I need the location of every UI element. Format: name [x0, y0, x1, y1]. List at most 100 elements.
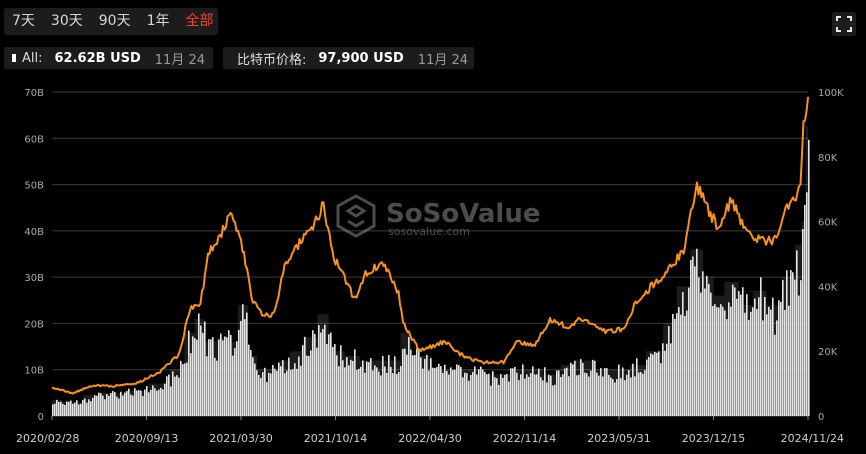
volume-bar	[394, 356, 396, 416]
volume-price-chart: SoSoValue sosovalue.com 0 10B 20B 30B 40B 50B…	[16, 88, 844, 445]
volume-bar	[378, 371, 380, 416]
volume-bar	[250, 349, 252, 416]
volume-bar	[102, 395, 104, 416]
volume-bar	[588, 376, 590, 416]
volume-bar	[68, 401, 70, 416]
volume-bar	[136, 390, 138, 416]
volume-bar	[60, 401, 62, 416]
volume-bar	[300, 365, 302, 416]
volume-bar	[396, 373, 398, 416]
volume-bar	[770, 309, 772, 416]
y-left-tick: 60B	[24, 134, 44, 145]
volume-bar	[522, 364, 524, 416]
tab-7d[interactable]: 7天	[12, 13, 35, 29]
volume-bar	[194, 338, 196, 416]
volume-bar	[490, 385, 492, 416]
volume-bar	[252, 357, 254, 416]
volume-bar	[484, 371, 486, 416]
volume-bar	[602, 376, 604, 416]
volume-bar	[314, 333, 316, 416]
volume-bar	[408, 337, 410, 416]
volume-bar	[414, 354, 416, 416]
volume-bar	[524, 378, 526, 416]
volume-bar	[62, 403, 64, 416]
volume-bar	[362, 360, 364, 416]
volume-bar	[306, 355, 308, 416]
volume-bar	[264, 367, 266, 416]
volume-bar	[100, 393, 102, 416]
tab-90d[interactable]: 90天	[98, 13, 131, 29]
volume-bar	[204, 321, 206, 416]
volume-value: 62.62B USD	[54, 50, 141, 66]
volume-bar	[134, 388, 136, 416]
volume-bar	[64, 405, 66, 416]
volume-bar	[786, 270, 788, 416]
volume-bar	[744, 312, 746, 416]
volume-bar	[188, 330, 190, 416]
volume-bar	[518, 380, 520, 416]
volume-bar	[346, 357, 348, 416]
volume-bar	[200, 325, 202, 416]
volume-bar	[614, 382, 616, 416]
sosovalue-logo-icon	[336, 194, 376, 238]
volume-bar	[274, 368, 276, 416]
volume-bar	[730, 306, 732, 416]
volume-bar	[176, 375, 178, 416]
tab-all[interactable]: 全部	[185, 13, 214, 29]
fullscreen-button[interactable]	[832, 12, 856, 36]
volume-bar	[174, 376, 176, 416]
volume-bar	[54, 403, 56, 416]
volume-bar	[598, 375, 600, 416]
tab-1y[interactable]: 1年	[146, 13, 170, 29]
volume-bar	[142, 396, 144, 416]
volume-bar	[254, 363, 256, 416]
volume-bar	[432, 367, 434, 416]
volume-bar	[722, 306, 724, 416]
volume-bar	[792, 272, 794, 416]
volume-bar	[166, 376, 168, 416]
volume-bar	[248, 344, 250, 416]
volume-bar	[492, 371, 494, 416]
volume-bar	[84, 398, 86, 416]
volume-bar	[502, 377, 504, 416]
x-tick-label: 2023/05/31	[587, 432, 650, 445]
volume-bar	[534, 374, 536, 416]
volume-bar	[222, 340, 224, 416]
volume-bar	[104, 399, 106, 416]
price-label: 比特币价格:	[237, 52, 307, 68]
volume-bar	[714, 304, 716, 416]
volume-bar	[702, 271, 704, 416]
y-right-tick: 100K	[818, 88, 844, 99]
volume-bar	[482, 369, 484, 416]
volume-bar	[684, 316, 686, 416]
volume-bar	[334, 344, 336, 416]
volume-bar	[575, 360, 593, 416]
volume-bar	[718, 307, 720, 416]
volume-bar	[386, 372, 388, 416]
volume-bar	[460, 366, 462, 416]
volume-bar	[342, 360, 344, 416]
volume-bar	[410, 349, 412, 416]
volume-bar	[180, 360, 182, 416]
volume-bar	[629, 365, 646, 416]
time-range-tabs: 7天 30天 90天 1年 全部	[4, 8, 218, 35]
price-line	[51, 96, 809, 395]
axis-ticks: 0 10B 20B 30B 40B 50B 60B 70B 0 20K 40K 60K 80K 100K 2…	[16, 88, 844, 445]
volume-bar	[654, 351, 656, 416]
volume-bar	[564, 368, 566, 416]
volume-bar	[424, 358, 426, 416]
price-date: 11月 24	[417, 52, 469, 68]
volume-bar	[228, 330, 230, 416]
volume-bar	[514, 366, 516, 416]
volume-bar	[406, 354, 408, 416]
volume-bar	[288, 357, 290, 416]
volume-bar	[528, 376, 530, 416]
volume-bar	[624, 380, 626, 416]
volume-bar	[402, 349, 404, 416]
volume-bar	[516, 372, 518, 416]
y-left-tick: 0	[38, 412, 44, 423]
volume-bar	[716, 307, 718, 416]
volume-bar	[106, 394, 108, 416]
volume-bar	[476, 374, 478, 416]
tab-30d[interactable]: 30天	[50, 13, 83, 29]
